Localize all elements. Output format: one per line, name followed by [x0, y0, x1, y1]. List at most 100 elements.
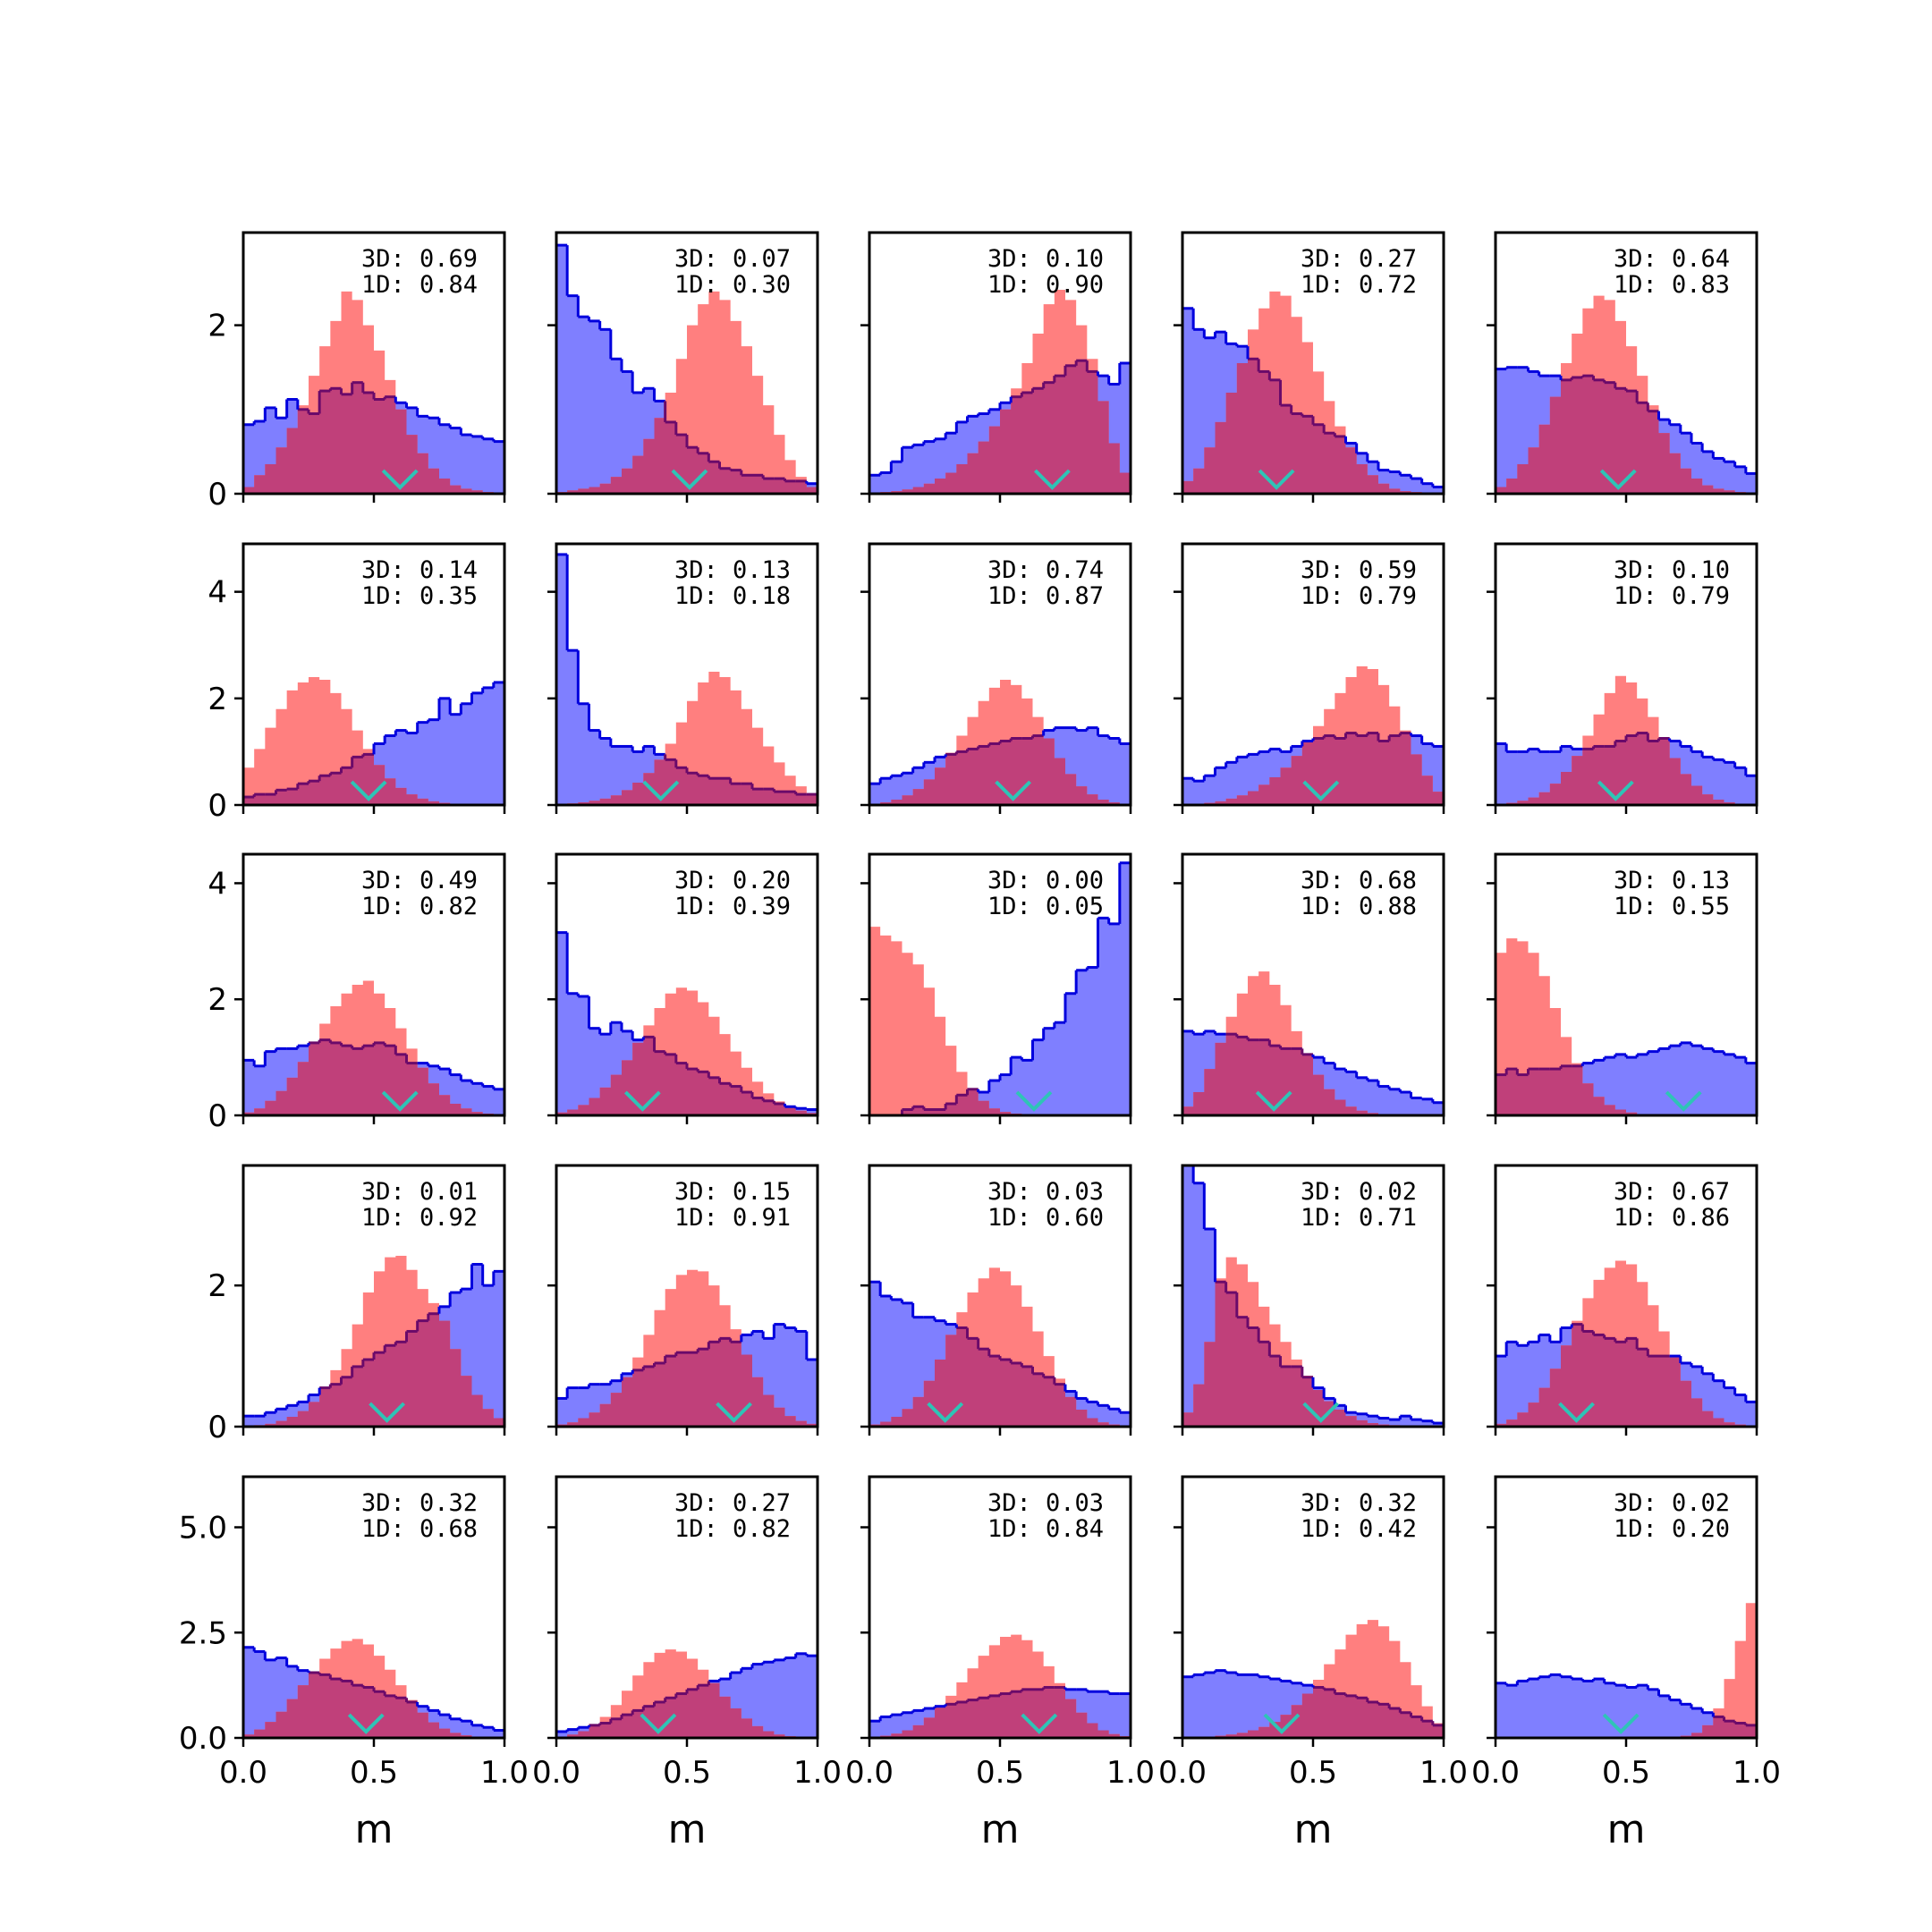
- estimate-marker: [642, 780, 680, 801]
- x-tick-label: 0.0: [219, 1755, 267, 1791]
- estimate-marker: [1602, 1713, 1640, 1734]
- score-3d-label: 3D: 0.20: [674, 867, 791, 894]
- score-1d-label: 1D: 0.83: [1614, 271, 1730, 299]
- y-tick-label: 0.0: [179, 1721, 227, 1757]
- score-3d-label: 3D: 0.02: [1614, 1489, 1730, 1517]
- estimate-marker: [1597, 780, 1634, 801]
- overlap-fill: [243, 1673, 504, 1738]
- red-histogram-fill: [556, 672, 818, 805]
- score-3d-label: 3D: 0.07: [674, 245, 791, 273]
- score-1d-label: 1D: 0.79: [1614, 582, 1730, 610]
- y-tick-label: 5.0: [179, 1511, 227, 1546]
- estimate-marker: [1599, 469, 1637, 490]
- score-3d-label: 3D: 0.69: [361, 245, 478, 273]
- overlap-fill: [869, 1327, 1131, 1427]
- x-tick-label: 0.5: [350, 1755, 398, 1791]
- y-tick-label: 2: [208, 682, 227, 717]
- estimate-marker: [1302, 780, 1340, 801]
- y-tick-label: 0: [208, 788, 227, 824]
- score-3d-label: 3D: 0.59: [1301, 556, 1417, 584]
- estimate-marker: [1302, 1402, 1340, 1423]
- score-3d-label: 3D: 0.03: [987, 1178, 1104, 1206]
- score-3d-label: 3D: 0.14: [361, 556, 478, 584]
- score-1d-label: 1D: 0.68: [361, 1515, 478, 1543]
- score-3d-label: 3D: 0.13: [674, 556, 791, 584]
- score-3d-label: 3D: 0.32: [1301, 1489, 1417, 1517]
- score-1d-label: 1D: 0.82: [674, 1515, 791, 1543]
- overlap-fill: [869, 1089, 1131, 1115]
- score-1d-label: 1D: 0.90: [987, 271, 1104, 299]
- estimate-marker: [640, 1713, 677, 1734]
- score-1d-label: 1D: 0.72: [1301, 271, 1417, 299]
- overlap-fill: [1496, 733, 1757, 805]
- overlap-fill: [1496, 376, 1757, 494]
- y-tick-label: 2: [208, 1268, 227, 1304]
- estimate-marker: [381, 469, 419, 490]
- score-3d-label: 3D: 0.03: [987, 1489, 1104, 1517]
- x-axis-label: m: [981, 1807, 1020, 1852]
- score-3d-label: 3D: 0.68: [1301, 867, 1417, 894]
- overlap-fill: [869, 735, 1131, 805]
- overlap-fill: [243, 1039, 504, 1115]
- score-1d-label: 1D: 0.86: [1614, 1204, 1730, 1232]
- overlap-fill: [869, 1687, 1131, 1738]
- score-3d-label: 3D: 0.67: [1614, 1178, 1730, 1206]
- estimate-marker: [350, 780, 387, 801]
- blue-histogram-fill: [869, 862, 1131, 1115]
- x-axis-label: m: [1294, 1807, 1333, 1852]
- overlap-fill: [1496, 1324, 1757, 1427]
- y-tick-label: 2: [208, 309, 227, 344]
- estimate-marker: [1015, 1090, 1053, 1112]
- score-1d-label: 1D: 0.20: [1614, 1515, 1730, 1543]
- x-tick-label: 0.0: [1471, 1755, 1520, 1791]
- overlap-fill: [556, 418, 818, 494]
- x-tick-label: 1.0: [1733, 1755, 1781, 1791]
- score-3d-label: 3D: 0.13: [1614, 867, 1730, 894]
- estimate-marker: [347, 1713, 385, 1734]
- score-1d-label: 1D: 0.42: [1301, 1515, 1417, 1543]
- overlap-fill: [556, 1338, 818, 1427]
- red-histogram-fill: [556, 291, 818, 494]
- score-1d-label: 1D: 0.39: [674, 893, 791, 920]
- y-tick-label: 2: [208, 982, 227, 1018]
- score-1d-label: 1D: 0.82: [361, 893, 478, 920]
- estimate-marker: [1021, 1713, 1058, 1734]
- x-tick-label: 1.0: [793, 1755, 842, 1791]
- x-tick-label: 0.0: [532, 1755, 580, 1791]
- x-tick-label: 1.0: [480, 1755, 529, 1791]
- estimate-marker: [623, 1090, 661, 1112]
- score-3d-label: 3D: 0.64: [1614, 245, 1730, 273]
- score-1d-label: 1D: 0.84: [987, 1515, 1104, 1543]
- blue-histogram-fill: [556, 245, 818, 494]
- x-tick-label: 0.5: [1602, 1755, 1650, 1791]
- overlap-fill: [1496, 1716, 1757, 1738]
- x-tick-label: 0.5: [1289, 1755, 1337, 1791]
- score-3d-label: 3D: 0.32: [361, 1489, 478, 1517]
- overlap-fill: [1496, 1065, 1757, 1115]
- score-3d-label: 3D: 0.10: [1614, 556, 1730, 584]
- x-tick-label: 1.0: [1419, 1755, 1468, 1791]
- score-3d-label: 3D: 0.00: [987, 867, 1104, 894]
- estimate-marker: [1033, 469, 1071, 490]
- overlap-fill: [1182, 1282, 1444, 1427]
- score-3d-label: 3D: 0.01: [361, 1178, 478, 1206]
- estimate-marker: [716, 1402, 752, 1423]
- estimate-marker: [1263, 1713, 1301, 1734]
- overlap-fill: [243, 1313, 504, 1427]
